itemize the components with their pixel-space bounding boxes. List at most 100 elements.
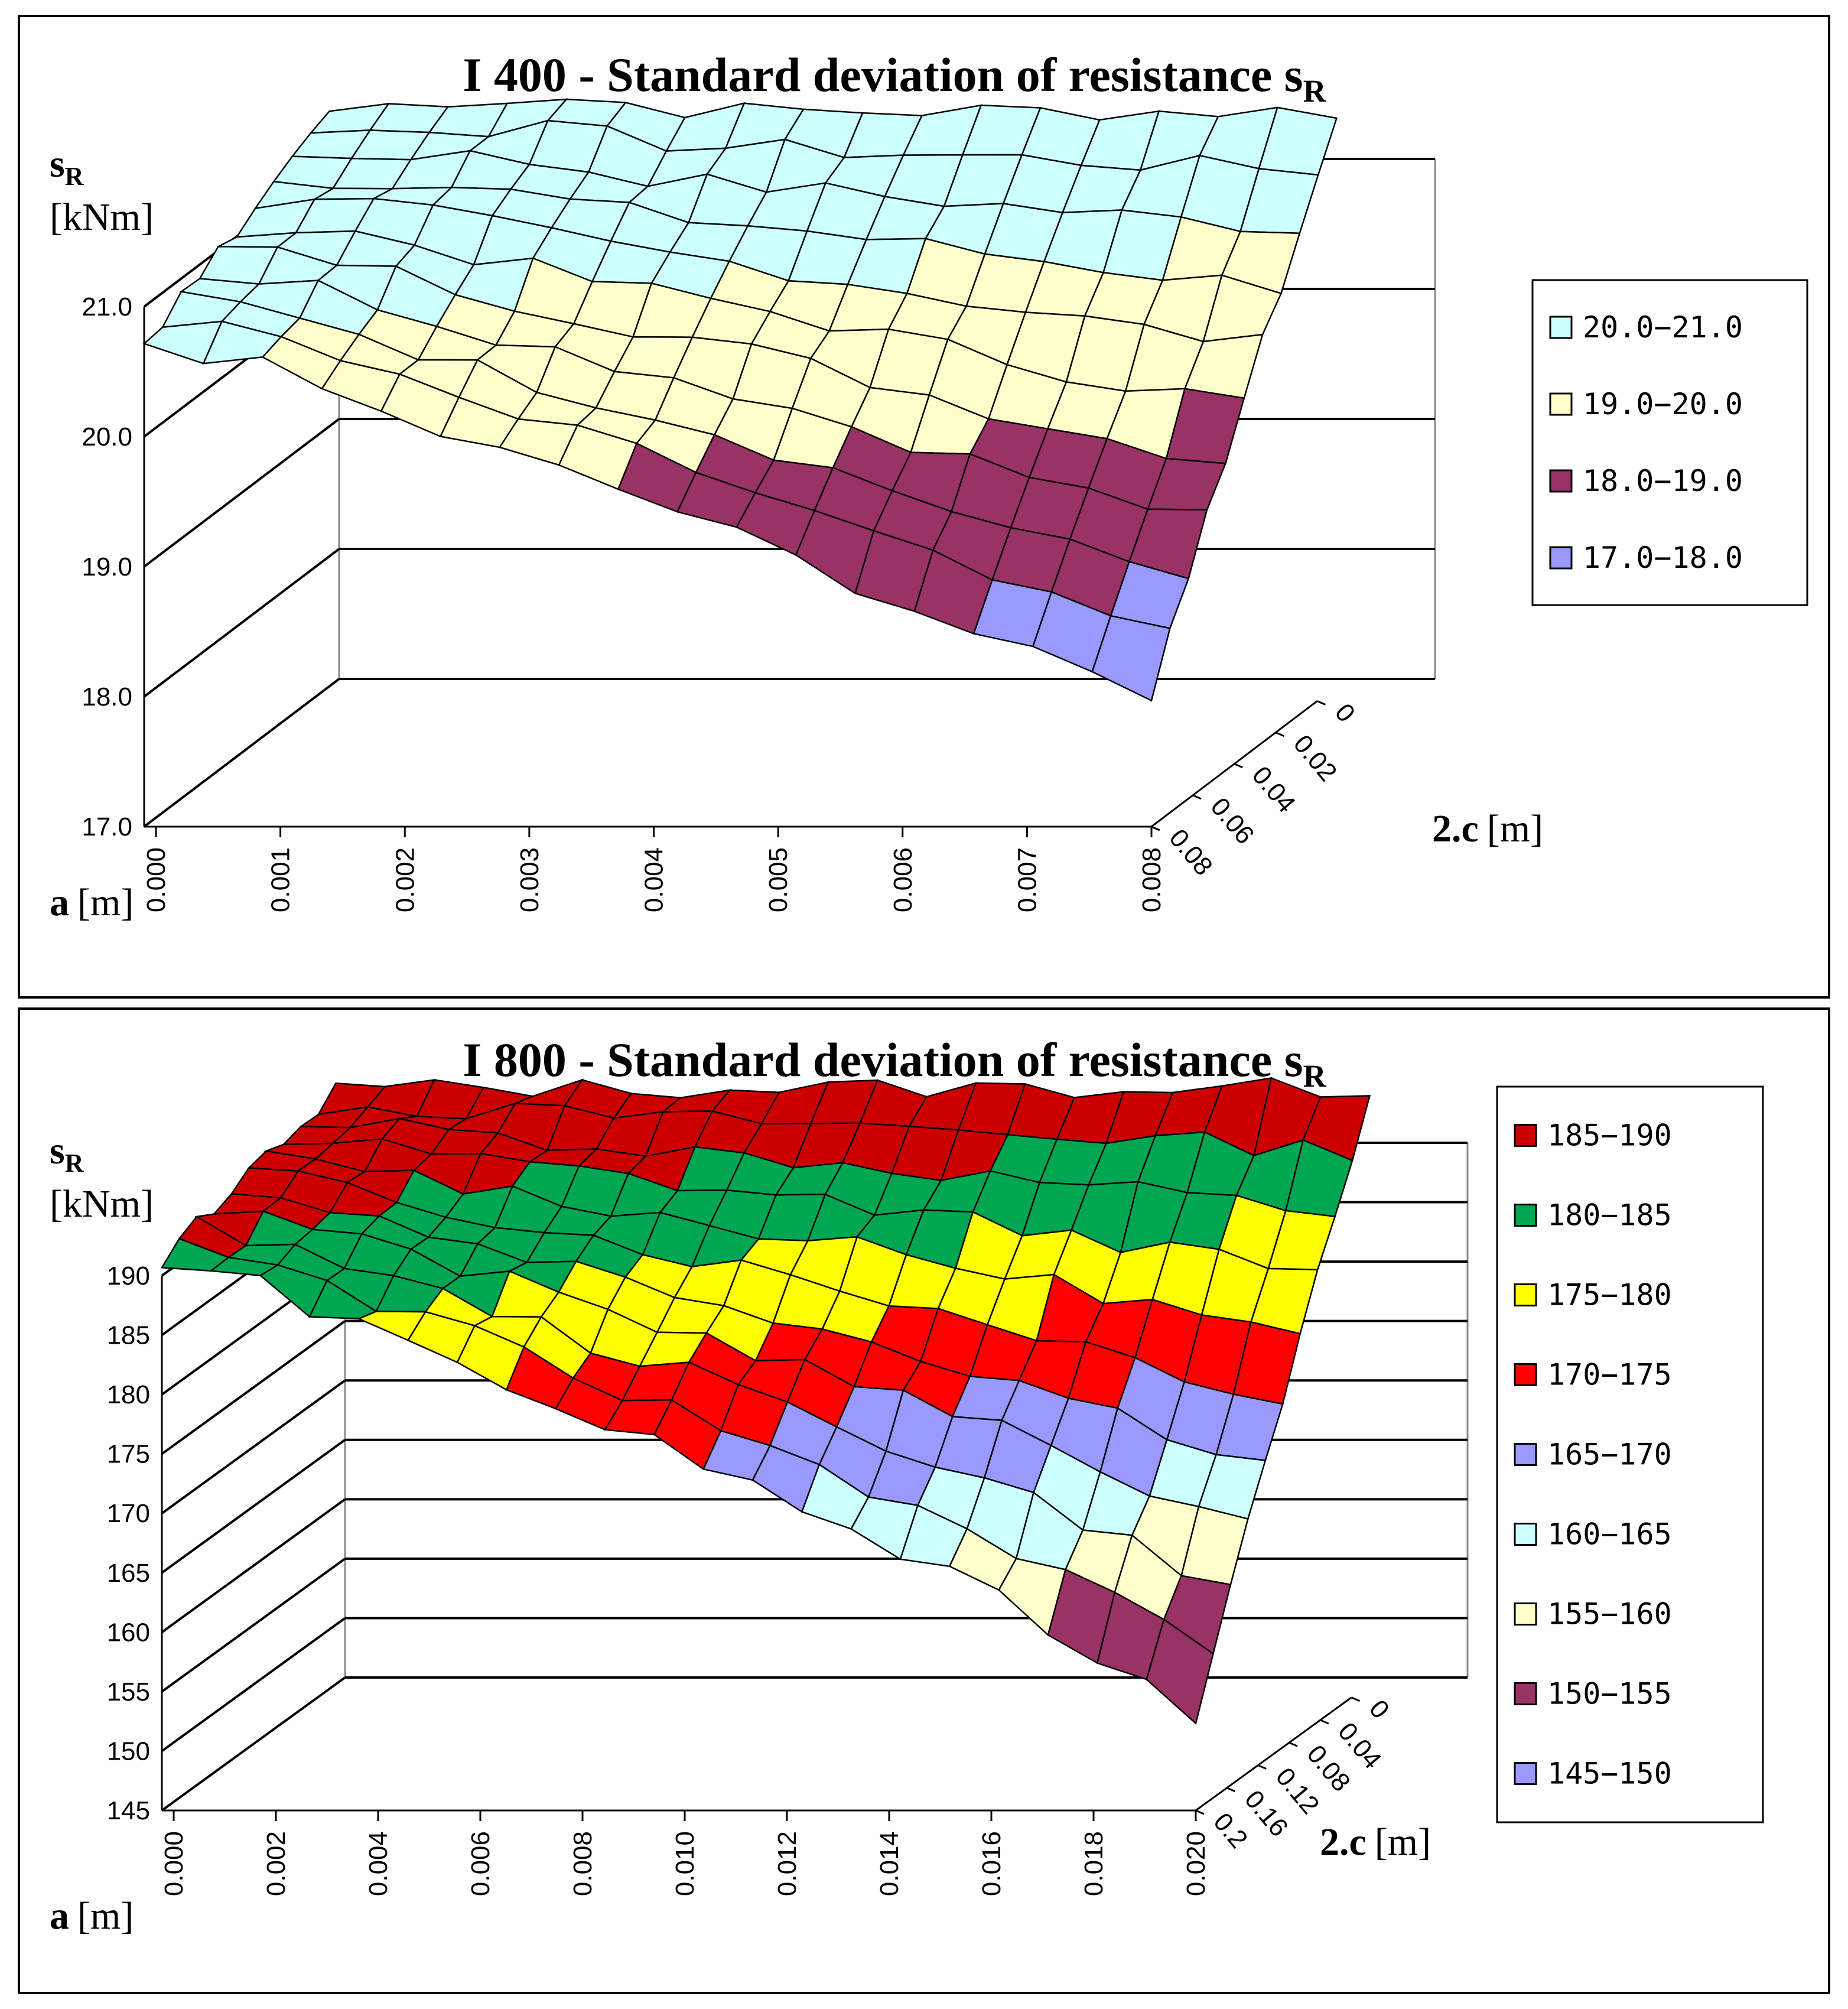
chart-i400: I 400 - Standard deviation of resistance… bbox=[50, 48, 1808, 924]
z-axis-symbol: sR bbox=[50, 1129, 84, 1178]
z-axis-symbol-main: s bbox=[50, 1129, 65, 1172]
x-tick-label: 0.014 bbox=[875, 1831, 904, 1896]
y-tick-mark bbox=[1351, 1696, 1361, 1702]
legend-swatch bbox=[1514, 1443, 1537, 1466]
y-axis-symbol: 2.c bbox=[1432, 807, 1479, 850]
z-tick-label: 160 bbox=[107, 1618, 150, 1647]
y-tick-label: 0 bbox=[1329, 698, 1361, 727]
surface-patch bbox=[1091, 615, 1171, 702]
y-tick-mark bbox=[1226, 1787, 1236, 1793]
x-tick-label: 0.008 bbox=[1137, 847, 1166, 912]
legend-entry-label: 165−170 bbox=[1547, 1438, 1672, 1472]
x-axis-symbol: a bbox=[50, 1894, 69, 1938]
chart-panel-i400: I 400 - Standard deviation of resistance… bbox=[18, 15, 1830, 999]
y-tick-label: 0.06 bbox=[1205, 792, 1260, 850]
legend-swatch bbox=[1549, 392, 1573, 416]
legend-entry-label: 18.0−19.0 bbox=[1583, 464, 1743, 498]
z-tick-label: 175 bbox=[107, 1440, 150, 1469]
x-tick-label: 0.018 bbox=[1079, 1831, 1108, 1896]
chart-panel-i800: I 800 - Standard deviation of resistance… bbox=[18, 1007, 1830, 1994]
y-tick-mark bbox=[1320, 1719, 1329, 1725]
legend-swatch bbox=[1514, 1682, 1537, 1705]
legend-entry-label: 160−165 bbox=[1547, 1517, 1672, 1552]
x-tick-label: 0.004 bbox=[364, 1831, 393, 1896]
z-tick-label: 180 bbox=[107, 1380, 150, 1409]
x-tick-label: 0.008 bbox=[568, 1831, 597, 1896]
z-axis-symbol-subscript: R bbox=[65, 162, 84, 191]
y-axis-title: 2.c [m] bbox=[1432, 807, 1543, 850]
y-tick-mark bbox=[1316, 700, 1326, 706]
legend-entry-label: 170−175 bbox=[1547, 1358, 1672, 1392]
legend-swatch bbox=[1514, 1124, 1537, 1147]
chart-title-subscript: R bbox=[1303, 1058, 1327, 1094]
z-gridline-side bbox=[143, 678, 340, 828]
y-axis-title: 2.c [m] bbox=[1320, 1821, 1431, 1864]
z-axis-unit: [kNm] bbox=[50, 196, 154, 239]
z-gridline-side bbox=[161, 1320, 346, 1455]
x-axis-symbol: a bbox=[50, 881, 69, 924]
y-tick-label: 0.02 bbox=[1288, 730, 1343, 787]
legend-entry-label: 185−190 bbox=[1547, 1119, 1672, 1153]
z-gridline-side bbox=[161, 1676, 346, 1812]
x-tick-label: 0.005 bbox=[764, 847, 793, 912]
chart-title-main: I 800 - Standard deviation of resistance… bbox=[463, 1033, 1303, 1087]
legend-box bbox=[1496, 1085, 1764, 1823]
z-tick-label: 21.0 bbox=[82, 292, 132, 321]
chart-title: I 400 - Standard deviation of resistance… bbox=[463, 48, 1326, 109]
y-tick-mark bbox=[1151, 825, 1160, 831]
x-tick-label: 0.007 bbox=[1013, 847, 1042, 912]
legend-box bbox=[1531, 279, 1808, 606]
y-axis-symbol: 2.c bbox=[1320, 1821, 1367, 1864]
z-axis-symbol-subscript: R bbox=[65, 1149, 84, 1178]
y-axis-unit: [m] bbox=[1487, 807, 1543, 850]
legend-swatch bbox=[1514, 1283, 1537, 1306]
legend-entry-label: 17.0−18.0 bbox=[1583, 541, 1743, 575]
x-tick-label: 0.010 bbox=[671, 1831, 699, 1896]
y-tick-mark bbox=[1275, 732, 1284, 737]
z-tick-label: 18.0 bbox=[82, 682, 132, 711]
z-tick-label: 170 bbox=[107, 1499, 150, 1528]
z-tick-label: 17.0 bbox=[82, 812, 132, 841]
x-tick-label: 0.000 bbox=[142, 847, 171, 912]
x-tick-label: 0.020 bbox=[1182, 1831, 1211, 1896]
legend-entry-label: 175−180 bbox=[1547, 1278, 1672, 1312]
chart-title-main: I 400 - Standard deviation of resistance… bbox=[463, 48, 1303, 102]
legend-entry-label: 145−150 bbox=[1547, 1757, 1672, 1791]
z-tick-label: 145 bbox=[107, 1796, 150, 1825]
chart-title-subscript: R bbox=[1303, 73, 1327, 109]
z-gridline-side bbox=[161, 1379, 346, 1514]
y-tick-mark bbox=[1234, 763, 1243, 769]
x-tick-label: 0.003 bbox=[515, 847, 544, 912]
y-tick-label: 0.04 bbox=[1247, 761, 1302, 818]
x-tick-label: 0.006 bbox=[889, 847, 918, 912]
z-gridline-side bbox=[143, 548, 340, 698]
y-tick-mark bbox=[1257, 1764, 1267, 1770]
z-tick-label: 19.0 bbox=[82, 552, 132, 581]
legend-swatch bbox=[1514, 1363, 1537, 1386]
legend-entry-label: 155−160 bbox=[1547, 1597, 1672, 1631]
chart-title: I 800 - Standard deviation of resistance… bbox=[463, 1033, 1326, 1094]
z-tick-label: 150 bbox=[107, 1737, 150, 1766]
x-tick-label: 0.006 bbox=[466, 1831, 495, 1896]
y-tick-mark bbox=[1195, 1809, 1205, 1815]
x-tick-label: 0.016 bbox=[977, 1831, 1006, 1896]
z-gridline-side bbox=[161, 1439, 346, 1574]
x-tick-label: 0.000 bbox=[160, 1831, 188, 1896]
z-tick-label: 190 bbox=[107, 1262, 150, 1290]
x-tick-label: 0.002 bbox=[391, 847, 419, 912]
z-axis-symbol-main: s bbox=[50, 142, 65, 186]
z-tick-label: 20.0 bbox=[82, 422, 132, 451]
chart-i800: I 800 - Standard deviation of resistance… bbox=[50, 1033, 1764, 1938]
legend-swatch bbox=[1549, 546, 1573, 570]
z-tick-label: 185 bbox=[107, 1321, 150, 1350]
surface-patch bbox=[1146, 1618, 1214, 1725]
x-tick-label: 0.004 bbox=[640, 847, 669, 912]
legend-entry-label: 150−155 bbox=[1547, 1677, 1672, 1711]
x-tick-label: 0.002 bbox=[262, 1831, 291, 1896]
legend-swatch bbox=[1514, 1204, 1537, 1227]
z-gridline-side bbox=[161, 1558, 346, 1693]
y-tick-mark bbox=[1192, 794, 1202, 800]
legend-swatch bbox=[1549, 316, 1573, 339]
y-tick-mark bbox=[1289, 1741, 1298, 1747]
legend-entry-label: 20.0−21.0 bbox=[1583, 310, 1743, 344]
